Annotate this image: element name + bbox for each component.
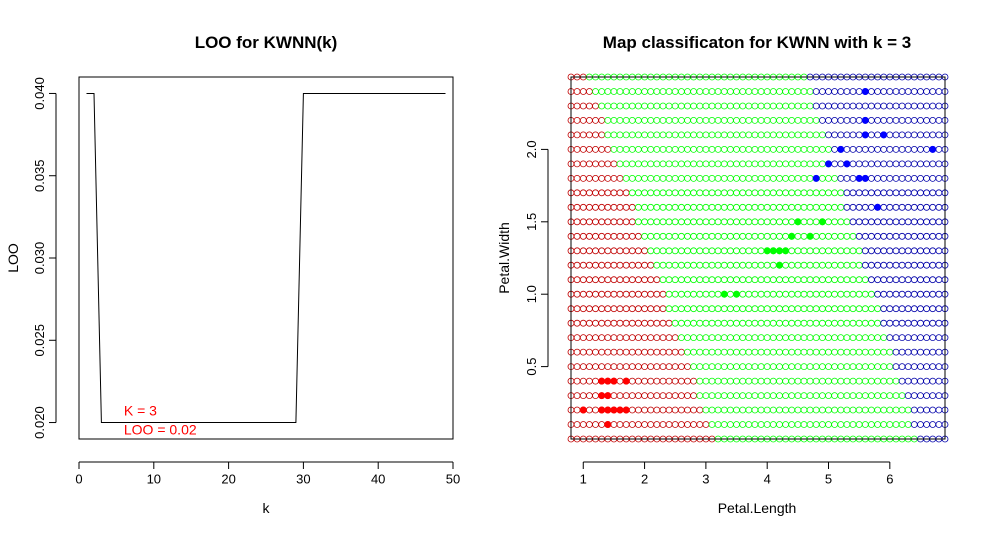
training-point bbox=[598, 406, 606, 414]
training-point bbox=[812, 174, 820, 182]
loo-series-line bbox=[86, 93, 446, 423]
loo-x-axis-label: k bbox=[263, 500, 271, 516]
training-point bbox=[874, 203, 882, 211]
map-x-axis-label: Petal.Length bbox=[718, 500, 797, 516]
loo-chart: LOO for KWNN(k) 0 10 20 30 40 50 0.0200.0250.… bbox=[5, 33, 460, 516]
training-point bbox=[598, 377, 606, 385]
training-point bbox=[825, 160, 832, 168]
training-point bbox=[769, 247, 777, 255]
loo-x-tick-label: 30 bbox=[296, 472, 310, 487]
training-point bbox=[776, 247, 783, 255]
training-point bbox=[733, 290, 740, 298]
map-x-tick-label: 4 bbox=[764, 472, 771, 487]
map-x-tick-label: 2 bbox=[641, 472, 648, 487]
training-point bbox=[604, 406, 612, 414]
loo-y-tick-label: 0.025 bbox=[32, 324, 47, 357]
training-point bbox=[610, 406, 618, 414]
training-point bbox=[880, 131, 888, 139]
training-point bbox=[861, 131, 869, 139]
training-point bbox=[861, 116, 869, 124]
best-k-annotation: K = 3 bbox=[124, 403, 157, 419]
training-points bbox=[579, 88, 937, 428]
map-y-tick-label: 1.0 bbox=[524, 285, 539, 303]
training-point bbox=[604, 421, 612, 428]
loo-x-tick-label: 20 bbox=[221, 472, 235, 487]
loo-y-tick-label: 0.035 bbox=[32, 159, 47, 192]
training-point bbox=[861, 88, 869, 95]
map-x-tick-label: 5 bbox=[825, 472, 832, 487]
loo-plot-frame bbox=[78, 76, 454, 440]
classification-map-chart: Map classificaton for KWNN with k = 3 1 2… bbox=[496, 33, 949, 516]
map-x-tick-label: 6 bbox=[886, 472, 893, 487]
map-x-tick-label: 1 bbox=[580, 472, 587, 487]
training-point bbox=[818, 218, 826, 226]
best-loo-annotation: LOO = 0.02 bbox=[124, 422, 197, 438]
loo-y-axis-label: LOO bbox=[5, 243, 21, 273]
map-y-axis: 0.5 1.0 1.5 2.0 bbox=[524, 140, 549, 376]
loo-x-axis: 0 10 20 30 40 50 bbox=[75, 461, 460, 487]
training-point bbox=[579, 406, 587, 414]
loo-y-tick-label: 0.030 bbox=[32, 242, 47, 275]
map-y-tick-label: 0.5 bbox=[524, 358, 539, 376]
training-point bbox=[763, 247, 771, 255]
training-point bbox=[843, 160, 851, 168]
loo-x-tick-label: 10 bbox=[147, 472, 161, 487]
training-point bbox=[776, 261, 783, 269]
map-y-tick-label: 1.5 bbox=[524, 213, 539, 231]
map-x-tick-label: 3 bbox=[702, 472, 709, 487]
training-point bbox=[855, 174, 863, 182]
training-point bbox=[806, 232, 814, 240]
training-point bbox=[622, 406, 630, 414]
training-point bbox=[616, 406, 624, 414]
training-point bbox=[837, 145, 845, 153]
loo-chart-title: LOO for KWNN(k) bbox=[195, 33, 338, 52]
training-point bbox=[604, 377, 612, 385]
training-point bbox=[622, 377, 630, 385]
loo-x-tick-label: 40 bbox=[371, 472, 385, 487]
loo-y-axis: 0.020 0.025 0.030 0.035 0.040 bbox=[32, 77, 57, 439]
training-point bbox=[610, 377, 618, 385]
training-point bbox=[782, 247, 790, 255]
map-x-axis: 1 2 3 4 5 6 bbox=[580, 461, 893, 487]
map-chart-title: Map classificaton for KWNN with k = 3 bbox=[603, 33, 911, 52]
loo-y-tick-label: 0.020 bbox=[32, 406, 47, 439]
map-y-tick-label: 2.0 bbox=[524, 140, 539, 158]
classification-map-grid bbox=[567, 73, 949, 443]
training-point bbox=[861, 174, 869, 182]
training-point bbox=[720, 290, 728, 298]
map-plot-frame bbox=[570, 76, 946, 440]
loo-y-tick-label: 0.040 bbox=[32, 77, 47, 110]
loo-x-tick-label: 0 bbox=[75, 472, 82, 487]
training-point bbox=[794, 218, 802, 226]
training-point bbox=[598, 392, 606, 400]
training-point bbox=[929, 145, 937, 153]
loo-x-tick-label: 50 bbox=[446, 472, 460, 487]
training-point bbox=[788, 232, 796, 240]
map-y-axis-label: Petal.Width bbox=[496, 222, 512, 294]
training-point bbox=[604, 392, 612, 400]
